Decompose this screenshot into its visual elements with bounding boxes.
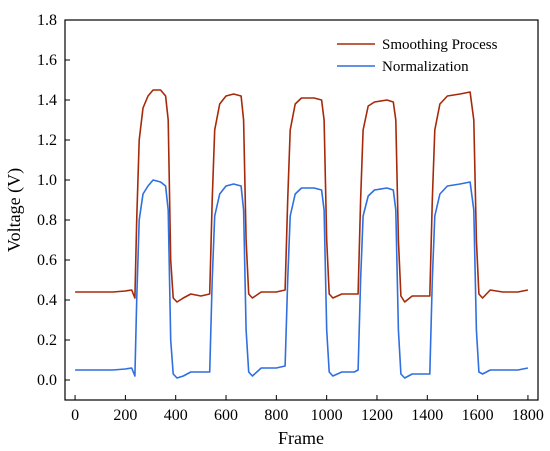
y-tick-label: 0.8 bbox=[37, 212, 57, 229]
y-tick-label: 0.0 bbox=[37, 372, 57, 389]
x-axis-title: Frame bbox=[278, 428, 324, 448]
series-line-2 bbox=[75, 179, 529, 379]
x-tick-label: 1800 bbox=[512, 407, 544, 424]
legend-label: Smoothing Process bbox=[382, 37, 498, 53]
x-tick-label: 1000 bbox=[311, 407, 343, 424]
plot-frame bbox=[64, 19, 539, 401]
y-tick-label: 0.6 bbox=[37, 252, 57, 269]
legend-label: Normalization bbox=[382, 59, 469, 75]
x-tick-label: 1600 bbox=[462, 407, 494, 424]
y-tick-label: 1.6 bbox=[37, 52, 57, 69]
y-tick-label: 0.4 bbox=[37, 292, 57, 309]
y-tick-label: 1.2 bbox=[37, 132, 57, 149]
y-tick-label: 1.0 bbox=[37, 172, 57, 189]
x-tick-label: 1200 bbox=[361, 407, 393, 424]
y-tick-label: 1.4 bbox=[37, 92, 57, 109]
series-layer bbox=[75, 89, 529, 379]
ticks-layer: 0 200 400 600 800 1000 1200 1400 1600 1800 0.0 0.2 0… bbox=[37, 12, 544, 424]
x-tick-label: 200 bbox=[113, 407, 137, 424]
x-tick-label: 600 bbox=[214, 407, 238, 424]
legend: Smoothing Process Normalization bbox=[337, 37, 498, 75]
y-tick-label: 1.8 bbox=[37, 12, 57, 29]
x-tick-label: 800 bbox=[264, 407, 288, 424]
y-axis-title: Voltage (V) bbox=[4, 168, 25, 252]
series-line-1 bbox=[75, 89, 529, 303]
x-tick-label: 0 bbox=[71, 407, 79, 424]
x-tick-label: 400 bbox=[164, 407, 188, 424]
y-tick-label: 0.2 bbox=[37, 332, 57, 349]
x-tick-label: 1400 bbox=[411, 407, 443, 424]
